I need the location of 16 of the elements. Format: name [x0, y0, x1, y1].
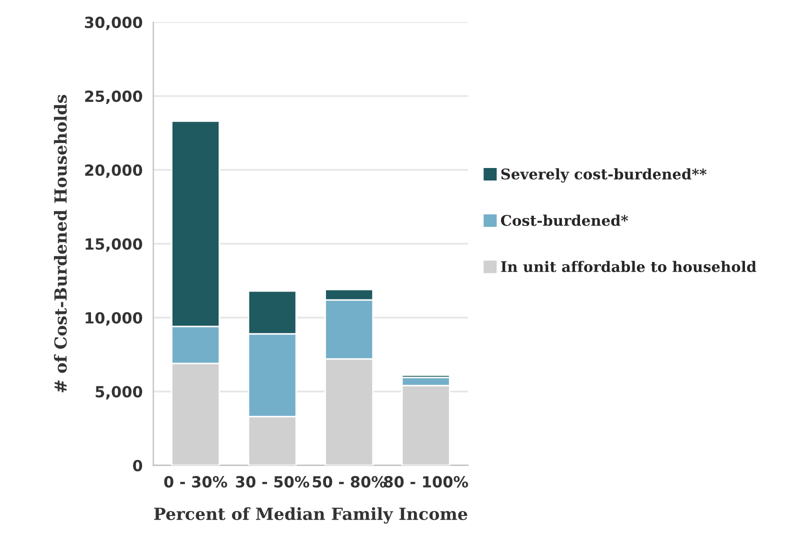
legend-label: Severely cost-burdened** — [501, 168, 707, 183]
x-tick-label: 80 - 100% — [384, 476, 468, 488]
y-tick-label: 30,000 — [84, 16, 142, 30]
x-axis-title: Percent of Median Family Income — [154, 507, 468, 524]
y-axis-title: # of Cost-Burdened Households — [54, 94, 67, 392]
x-tick-label: 30 - 50% — [236, 476, 310, 488]
y-tick-label: 20,000 — [85, 164, 142, 178]
y-tick-label: 5,000 — [96, 386, 142, 400]
x-tick-label: 0 - 30% — [164, 476, 228, 488]
x-tick-label: 50 - 80% — [312, 476, 386, 488]
y-tick-label: 15,000 — [86, 238, 142, 252]
legend-label: In unit affordable to household — [501, 260, 756, 272]
legend-label: Cost-burdened* — [500, 214, 628, 226]
y-tick-label: 10,000 — [86, 312, 142, 326]
y-tick-label: 25,000 — [85, 90, 142, 104]
y-tick-label: 0 — [133, 460, 142, 472]
